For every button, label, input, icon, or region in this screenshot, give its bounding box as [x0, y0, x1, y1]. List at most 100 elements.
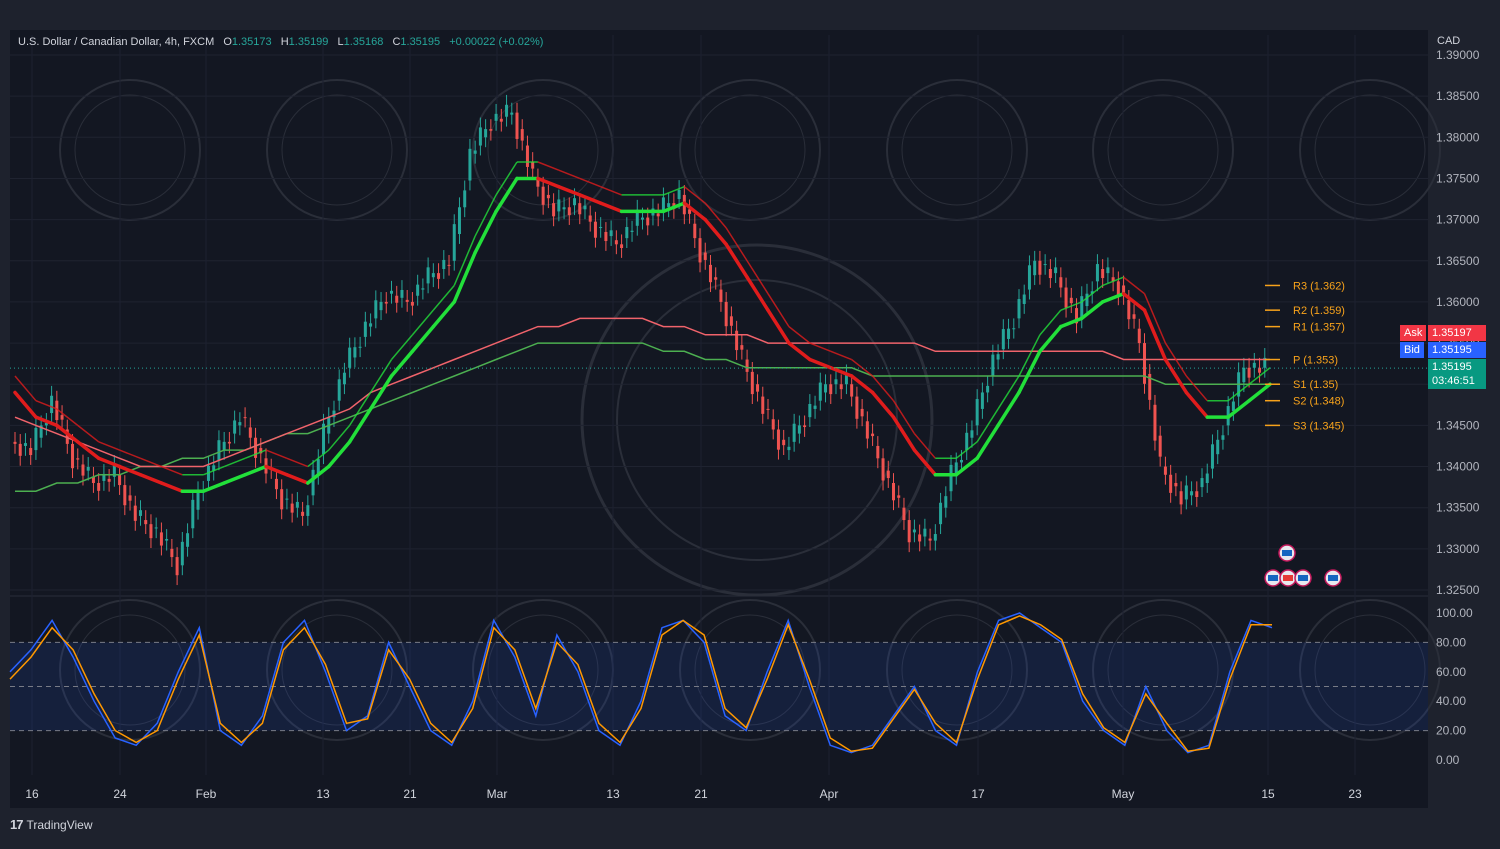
candle-body [447, 264, 451, 266]
candle-body [661, 197, 665, 212]
candle-body [693, 223, 697, 239]
candle-body [416, 284, 420, 296]
ema-segment [410, 324, 436, 354]
ma-long-red-line [14, 317, 1270, 468]
watermark-ring-inner [1314, 614, 1426, 726]
candle-body [703, 252, 707, 260]
candle-body [1116, 281, 1120, 296]
watermark-large-ring [580, 243, 934, 597]
watermark-ring-inner [74, 94, 186, 206]
candle-body [583, 205, 587, 210]
candle-body [71, 443, 75, 469]
ema-segment-thin [140, 457, 162, 468]
price-tick-label: 1.37000 [1436, 213, 1480, 227]
ema-segment-thin [955, 441, 978, 459]
candle-body [1059, 277, 1063, 288]
candle-body [599, 227, 603, 229]
candle-body [824, 384, 828, 393]
currency-label: CAD [1437, 35, 1461, 47]
candle-body [1184, 485, 1188, 500]
watermark-ring-inner [281, 614, 393, 726]
candle-body [379, 301, 383, 311]
candle-body [1038, 260, 1042, 275]
candle-body [457, 207, 461, 235]
ema-segment [1059, 316, 1084, 329]
candle-body [844, 374, 848, 385]
ema-segment-thin [1018, 334, 1041, 377]
candle-body [186, 533, 190, 547]
ema-segment [766, 308, 791, 345]
ema-segment [34, 415, 59, 428]
candle-body [787, 446, 791, 451]
candle-body [222, 441, 226, 451]
candle-body [729, 316, 733, 326]
candle-body [1101, 269, 1105, 279]
ema-segment [76, 440, 101, 461]
pivot-label: S1 (1.35) [1293, 379, 1338, 391]
watermark-ring-inner [74, 614, 186, 726]
time-tick-label: 13 [316, 787, 330, 801]
time-tick-label: 21 [403, 787, 417, 801]
candle-body [311, 469, 315, 496]
candle-body [410, 301, 414, 306]
watermark-logo-icon [1299, 599, 1441, 741]
candle-body [1263, 357, 1267, 368]
price-tick-label: 1.39000 [1436, 48, 1480, 62]
stoch-d-line [9, 615, 1272, 753]
ema-segment [389, 349, 415, 378]
candle-body [1137, 328, 1141, 344]
ema-segment-thin [913, 433, 936, 459]
candle-body [1210, 444, 1214, 469]
time-tick-label: May [1112, 787, 1135, 801]
candle-body [1007, 328, 1011, 339]
candle-body [1075, 308, 1079, 324]
candle-body [290, 503, 294, 513]
candle-body [348, 347, 352, 368]
pivot-label: P (1.353) [1293, 355, 1338, 367]
candle-body [740, 345, 744, 350]
candle-body [1158, 435, 1162, 457]
candle-body [342, 372, 346, 385]
watermark-ring [266, 599, 408, 741]
candle-body [855, 396, 859, 419]
ema-segment-thin [872, 375, 895, 402]
candle-body [280, 489, 284, 510]
event-icon-flag [1298, 575, 1308, 581]
candle-body [180, 541, 184, 566]
candle-body [44, 422, 48, 426]
candle-body [557, 199, 561, 212]
candle-body [902, 507, 906, 521]
ema-segment [159, 481, 185, 493]
candle-body [1174, 483, 1178, 487]
candle-body [1200, 478, 1204, 488]
ema-segment-thin [1185, 375, 1208, 402]
candle-body [1216, 439, 1220, 455]
ema-segment-thin [809, 342, 832, 353]
candle-body [468, 148, 472, 181]
candle-body [274, 478, 278, 490]
ema-segment-thin [1081, 284, 1104, 303]
close-value: 1.35195 [400, 36, 441, 48]
pivot-label: R2 (1.359) [1293, 305, 1345, 317]
stoch-tick-label: 0.00 [1436, 753, 1460, 767]
ema-segment-thin [683, 186, 706, 204]
ema-segment [598, 201, 624, 214]
candle-body [635, 209, 639, 226]
price-tick-label: 1.34500 [1436, 418, 1480, 432]
ema-segment [954, 456, 979, 477]
candle-body [531, 162, 535, 169]
candle-body [1106, 267, 1110, 274]
pivots-group: R3 (1.362) R2 (1.359) R1 (1.357) P (1.353) S… [1265, 280, 1345, 432]
ema-segment-thin [286, 457, 309, 468]
ema-segment [243, 464, 268, 477]
ema-segment-thin [328, 424, 351, 451]
stoch-tick-label: 60.00 [1436, 665, 1466, 679]
lines-group [10, 161, 1428, 493]
candle-body [536, 178, 540, 187]
tradingview-footer[interactable]: 17 TradingView [10, 817, 93, 832]
ema-segment-thin [161, 465, 183, 476]
candle-body [677, 189, 681, 200]
candle-body [76, 458, 80, 460]
